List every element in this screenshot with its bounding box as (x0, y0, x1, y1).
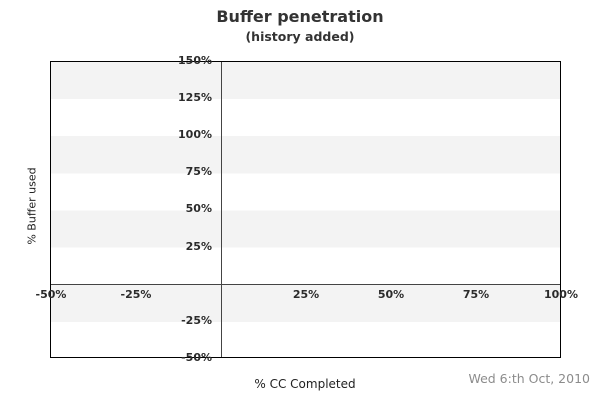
x-tick-label: -25% (120, 288, 152, 301)
y-tick-label: 25% (185, 240, 212, 253)
y-tick-label: 150% (178, 54, 212, 67)
y-tick-label: -50% (181, 351, 212, 364)
x-tick-label: 25% (292, 288, 320, 301)
x-axis-zero-line (51, 284, 560, 285)
y-tick-label: 100% (178, 128, 212, 141)
x-axis-title: % CC Completed (254, 377, 356, 391)
y-tick-label: -25% (181, 314, 212, 327)
y-tick-label: 75% (185, 165, 212, 178)
plot-area (50, 61, 561, 358)
chart-title: Buffer penetration (216, 7, 384, 26)
x-tick-label: -50% (35, 288, 67, 301)
y-axis-zero-line (221, 62, 222, 357)
y-tick-label: 50% (185, 202, 212, 215)
x-tick-label: 100% (544, 288, 578, 301)
chart-subtitle: (history added) (245, 29, 355, 44)
x-tick-label: 50% (377, 288, 405, 301)
y-tick-label: 125% (178, 91, 212, 104)
chart-date: Wed 6:th Oct, 2010 (468, 371, 590, 386)
y-axis-title: % Buffer used (25, 167, 39, 245)
x-tick-label: 75% (462, 288, 490, 301)
